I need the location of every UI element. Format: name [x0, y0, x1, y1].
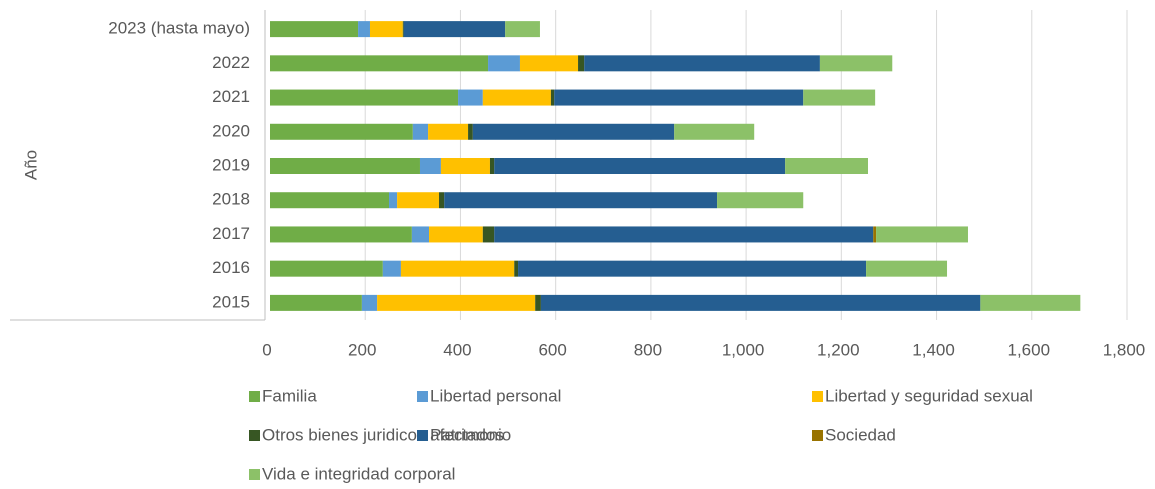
bar-segment — [369, 21, 403, 38]
bar-segment — [505, 21, 540, 38]
bar-segment — [578, 55, 585, 72]
bar-segment — [270, 123, 413, 140]
bar-segment — [270, 55, 489, 72]
bar-segment — [488, 55, 520, 72]
bar-segment — [412, 123, 429, 140]
legend-label: Sociedad — [825, 425, 896, 444]
bar-segment — [270, 158, 420, 174]
legend-label: Libertad personal — [430, 386, 561, 405]
bar-segment — [402, 21, 404, 38]
y-tick-label: 2021 — [212, 87, 250, 106]
bar-segment — [482, 89, 551, 106]
bar-segment — [674, 123, 755, 140]
bar-segment — [382, 260, 401, 277]
bar-segment — [873, 226, 877, 243]
bar-segment — [494, 158, 786, 174]
legend-swatch — [812, 430, 823, 441]
x-tick-label: 600 — [538, 340, 566, 359]
bar-segment — [535, 294, 541, 311]
bar-segment — [584, 55, 820, 72]
bar-segment — [472, 123, 675, 140]
bar-segment — [400, 260, 515, 277]
bar-segment — [361, 294, 378, 311]
y-tick-label: 2022 — [212, 53, 250, 72]
y-tick-label: 2015 — [212, 292, 250, 311]
bar-segment — [980, 294, 1081, 311]
bar-segment — [270, 260, 383, 277]
bar-segment — [270, 192, 390, 209]
bar-segment — [876, 226, 968, 243]
bar-segment — [554, 89, 804, 106]
bar-segment — [482, 226, 495, 243]
legend-label: Otros bienes juridicos afectados — [262, 425, 504, 444]
x-tick-label: 0 — [262, 340, 271, 359]
x-tick-label: 800 — [634, 340, 662, 359]
bar-segment — [428, 123, 469, 140]
bar-segment — [519, 55, 579, 72]
bar-segment — [494, 226, 874, 243]
bar-segment — [270, 294, 362, 311]
legend-swatch — [417, 430, 428, 441]
y-tick-label: 2017 — [212, 224, 250, 243]
bar-segment — [444, 192, 718, 209]
legend-label: Patrimonio — [430, 425, 511, 444]
x-tick-label: 200 — [348, 340, 376, 359]
bar-segment — [429, 226, 483, 243]
bar-segment — [439, 192, 445, 209]
bar-segment — [540, 294, 981, 311]
bar-segment — [397, 192, 440, 209]
bar-segment — [358, 21, 370, 38]
bar-segment — [377, 294, 536, 311]
y-tick-label: 2018 — [212, 190, 250, 209]
bar-segment — [440, 158, 490, 174]
x-tick-label: 1,600 — [1008, 340, 1051, 359]
bar-segment — [389, 192, 398, 209]
bar-segment — [270, 21, 359, 38]
bar-segment — [489, 158, 495, 174]
bar-segment — [270, 226, 412, 243]
x-tick-label: 1,200 — [817, 340, 860, 359]
x-tick-label: 1,800 — [1103, 340, 1146, 359]
legend-swatch — [249, 430, 260, 441]
legend-label: Vida e integridad corporal — [262, 464, 455, 483]
legend-label: Familia — [262, 386, 317, 405]
y-tick-label: 2016 — [212, 258, 250, 277]
bar-segment — [717, 192, 804, 209]
bar-segment — [550, 89, 555, 106]
legend-swatch — [812, 391, 823, 402]
y-tick-label: 2020 — [212, 121, 250, 140]
bar-segment — [514, 260, 519, 277]
x-tick-label: 1,400 — [912, 340, 955, 359]
bar-segment — [803, 89, 876, 106]
legend-label: Libertad y seguridad sexual — [825, 386, 1033, 405]
bar-segment — [403, 21, 506, 38]
bar-segment — [419, 158, 441, 174]
bar-segment — [468, 123, 473, 140]
bar-segment — [411, 226, 430, 243]
bar-segment — [518, 260, 867, 277]
legend-swatch — [417, 391, 428, 402]
legend-swatch — [249, 469, 260, 480]
y-axis-label: Año — [21, 150, 40, 180]
bar-segment — [819, 55, 893, 72]
bar-segment — [458, 89, 483, 106]
x-tick-label: 400 — [443, 340, 471, 359]
x-tick-label: 1,000 — [722, 340, 765, 359]
y-tick-label: 2023 (hasta mayo) — [108, 19, 250, 38]
bar-segment — [866, 260, 948, 277]
legend-swatch — [249, 391, 260, 402]
bar-segment — [785, 158, 868, 174]
y-tick-label: 2019 — [212, 155, 250, 174]
bar-segment — [270, 89, 459, 106]
